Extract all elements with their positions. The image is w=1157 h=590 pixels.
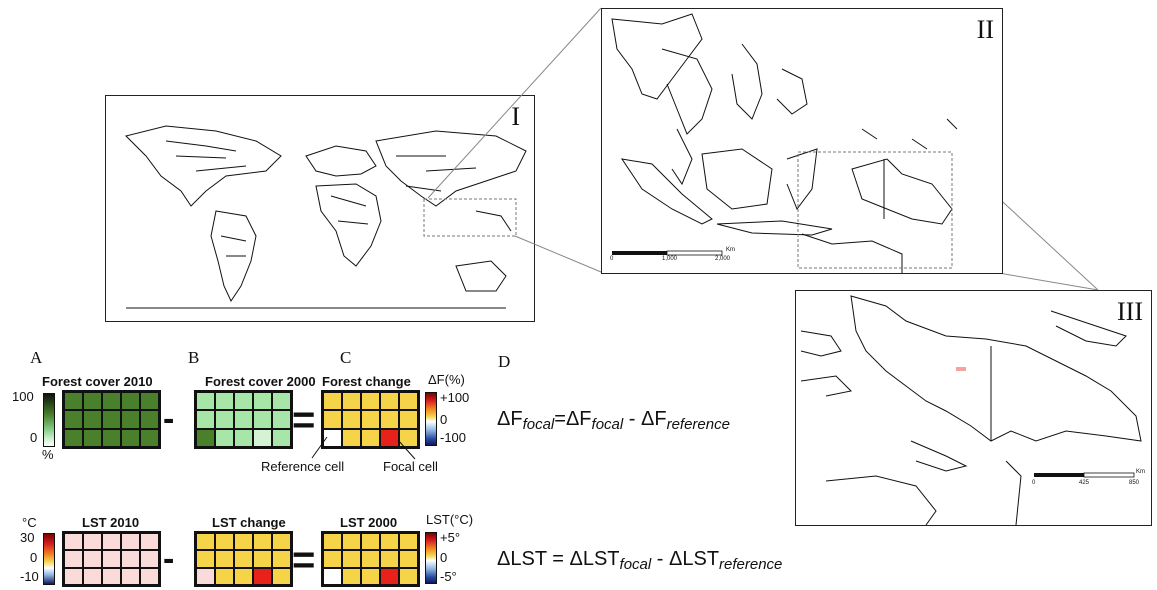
png-scale-bar-light <box>1083 472 1135 478</box>
eq2-term2: - ΔLST <box>651 548 720 570</box>
map-label-ii: II <box>976 15 994 44</box>
png-scale-tick-1: 425 <box>1079 480 1090 486</box>
eq1-term1-sub: focal <box>591 416 624 433</box>
eq2-term1: ΔLST <box>569 548 620 570</box>
new-guinea-map: III 0 425 850 Km <box>795 290 1152 526</box>
lst-change-equation: ΔLST = ΔLSTfocal - ΔLSTreference <box>497 548 782 573</box>
sea-scale-tick-0: 0 <box>610 256 614 262</box>
sea-scale-unit: Km <box>726 247 735 253</box>
lst-change-tick-bottom: -5° <box>440 569 457 584</box>
forest-equals-operator: = <box>292 398 316 442</box>
forest-cover-colorbar <box>43 393 55 447</box>
forest-change-equation: ΔFfocal=ΔFfocal - ΔFreference <box>497 408 730 433</box>
eq2-term1-sub: focal <box>619 556 652 573</box>
forest-change-colorbar <box>425 392 437 446</box>
forest-change-tick-top: +100 <box>440 390 470 405</box>
lst-equals-operator: = <box>292 538 316 582</box>
lst-2000-grid <box>321 531 420 587</box>
lst-2010-title: LST 2010 <box>82 515 140 530</box>
map-label-iii: III <box>1117 297 1143 326</box>
forest-change-tick-bottom: -100 <box>440 430 467 445</box>
forest-change-scale-label: ΔF(%) <box>428 372 465 387</box>
png-scale-tick-0: 0 <box>1032 480 1036 486</box>
forest-minus-operator: - <box>163 400 175 438</box>
eq1-lhs: ΔF <box>497 408 523 430</box>
panel-letter-b: B <box>188 348 200 367</box>
eq2-lhs: ΔLST = <box>497 548 570 570</box>
world-map-outlines <box>125 125 527 309</box>
lst-change-title: LST change <box>212 515 286 530</box>
png-scale-unit: Km <box>1136 469 1145 475</box>
eq2-term2-sub: reference <box>719 556 783 573</box>
lst-2000-title: LST 2000 <box>340 515 398 530</box>
focal-cell-label: Focal cell <box>383 459 438 474</box>
sea-map-outlines <box>611 13 958 273</box>
lst-minus-operator: - <box>163 540 175 578</box>
png-scale-bar-dark <box>1034 473 1084 477</box>
panel-letter-c: C <box>340 348 352 367</box>
lst-change-scale-label: LST(°C) <box>426 512 474 527</box>
forest-scale-top: 100 <box>12 389 34 404</box>
lst-absolute-colorbar <box>43 533 55 585</box>
lst-change-tick-top: +5° <box>440 530 461 545</box>
forest-scale-bottom: 0 <box>30 430 38 445</box>
sea-scale-bar-dark <box>612 251 667 255</box>
png-scale-tick-2: 850 <box>1129 480 1140 486</box>
world-map: I <box>105 95 535 322</box>
forest-change-grid <box>321 390 420 449</box>
lst-2010-grid <box>62 531 161 587</box>
forest-change-title: Forest change <box>322 374 411 389</box>
lst-tick-top: 30 <box>20 530 35 545</box>
lst-unit-label: °C <box>22 515 37 530</box>
panel-letter-a: A <box>30 348 43 367</box>
sea-scale-tick-2: 2,000 <box>715 256 731 262</box>
southeast-asia-map: II 0 1,000 2,000 Km <box>601 8 1003 274</box>
reference-cell-label: Reference cell <box>261 459 345 474</box>
eq1-lhs-sub: focal <box>522 416 555 433</box>
sea-scale-bar-light <box>666 250 723 256</box>
forest-change-tick-mid: 0 <box>440 412 448 427</box>
eq1-term2: - ΔF <box>623 408 667 430</box>
lst-tick-bottom: -10 <box>20 569 39 584</box>
lst-change-tick-mid: 0 <box>440 550 448 565</box>
lst-tick-mid: 0 <box>30 550 38 565</box>
lst-change-grid <box>194 531 293 587</box>
forest-scale-unit: % <box>42 447 54 462</box>
panel-letter-d: D <box>498 352 511 371</box>
eq1-term1: =ΔF <box>554 408 592 430</box>
lst-change-colorbar <box>425 532 437 584</box>
forest-cover-2010-grid <box>62 390 161 449</box>
forest-cover-2010-title: Forest cover 2010 <box>42 374 153 389</box>
sea-scale-tick-1: 1,000 <box>662 256 678 262</box>
focal-area-marker <box>956 367 966 371</box>
map-label-i: I <box>511 102 520 131</box>
forest-cover-2000-title: Forest cover 2000 <box>205 374 316 389</box>
png-map-outlines <box>800 295 1142 525</box>
forest-cover-2000-grid <box>194 390 293 449</box>
eq1-term2-sub: reference <box>666 416 730 433</box>
